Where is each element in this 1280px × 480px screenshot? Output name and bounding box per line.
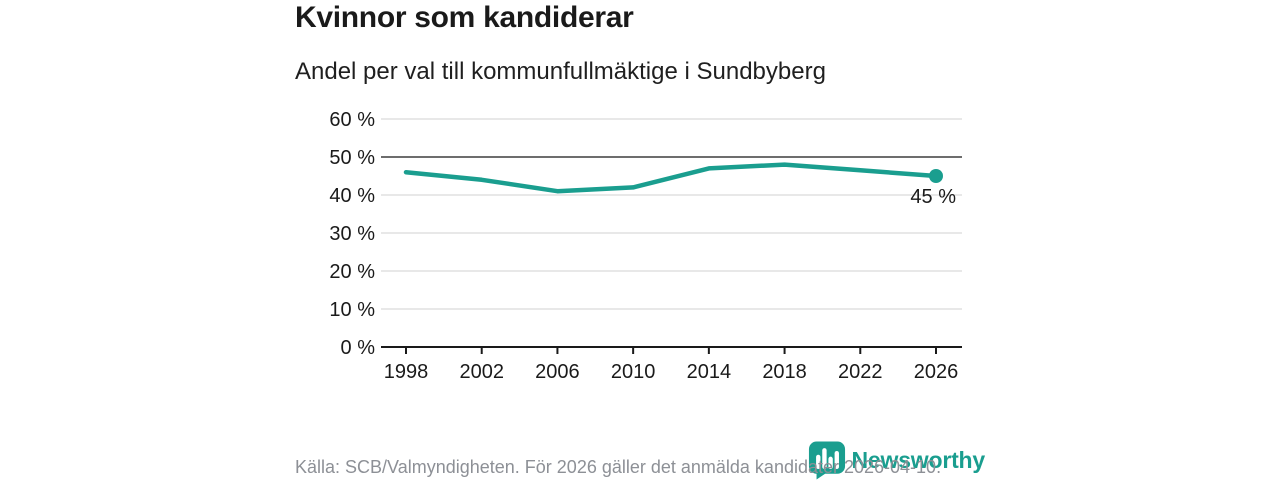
source-note: Källa: SCB/Valmyndigheten. För 2026 gäll… [295, 457, 942, 477]
x-tick-label: 2002 [459, 361, 504, 383]
end-point-label: 45 % [910, 186, 956, 208]
y-tick-label: 60 % [329, 109, 375, 131]
chart-title: Kvinnor som kandiderar [295, 1, 634, 34]
data-line [403, 162, 939, 194]
x-tick-label: 2014 [687, 361, 732, 383]
y-tick-label: 10 % [329, 299, 375, 321]
y-tick-label: 20 % [329, 261, 375, 283]
newsworthy-wordmark: Newsworthy [851, 446, 986, 473]
y-tick-label: 30 % [329, 223, 375, 245]
x-tick-label: 2026 [914, 361, 959, 383]
x-tick-label: 2018 [762, 361, 807, 383]
x-tick-label: 2006 [535, 361, 580, 383]
y-tick-label: 50 % [329, 147, 375, 169]
y-tick-label: 0 % [341, 337, 376, 359]
y-tick-label: 40 % [329, 185, 375, 207]
x-tick-label: 2010 [611, 361, 656, 383]
end-point-dot [929, 169, 943, 183]
newsworthy-logo: Newsworthy [808, 440, 985, 480]
bar-chart-speech-bubble-icon [808, 441, 845, 480]
chart-subtitle: Andel per val till kommunfullmäktige i S… [295, 58, 826, 85]
infographic-card: Kvinnor som kandiderar Andel per val til… [295, 0, 985, 480]
line-chart: 0 % 10 % 20 % 30 % 40 % 50 % 60 % 1998 2002 2006 2… [329, 109, 962, 383]
x-tick-label: 1998 [384, 361, 429, 383]
x-tick-label: 2022 [838, 361, 883, 383]
